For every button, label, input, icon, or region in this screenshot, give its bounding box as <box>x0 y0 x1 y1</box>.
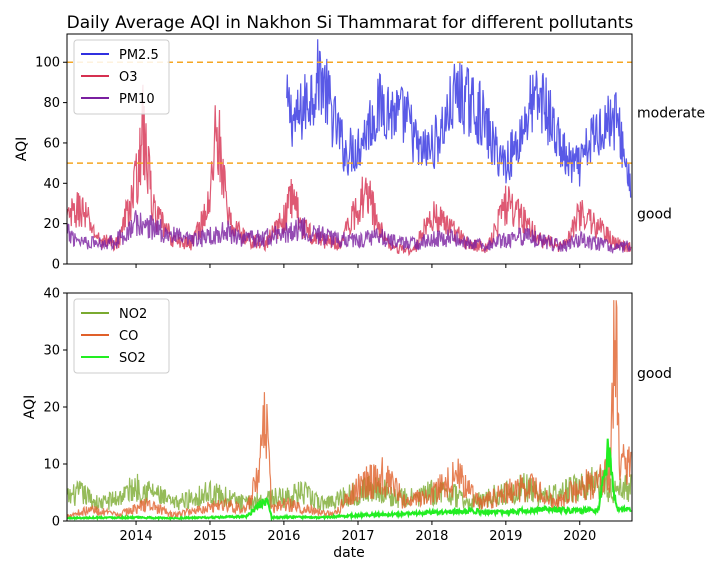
legend-label-so2: SO2 <box>119 351 146 366</box>
series-line-o3 <box>67 84 632 257</box>
right-label-good: good <box>637 207 672 223</box>
top-y-tick-label: 60 <box>43 136 60 151</box>
series-line-so2 <box>67 438 632 521</box>
x-tick-label: 2018 <box>415 529 448 544</box>
bottom-y-tick-label: 30 <box>43 344 60 359</box>
legend-label-pm10: PM10 <box>119 92 155 107</box>
bottom-y-axis-label: AQI <box>22 395 38 419</box>
legend-label-pm2-5: PM2.5 <box>119 48 159 63</box>
bottom-y-tick-label: 40 <box>43 287 60 302</box>
top-y-tick-label: 20 <box>43 217 60 232</box>
x-tick-label: 2020 <box>563 529 596 544</box>
right-label-moderate: moderate <box>637 106 705 122</box>
bottom-legend-box <box>73 298 170 374</box>
top-y-tick-label: 80 <box>43 96 60 111</box>
bottom-y-tick-label: 0 <box>52 515 60 530</box>
top-legend: PM2.5 O3 PM10 <box>73 39 170 115</box>
x-axis-label: date <box>333 545 365 561</box>
top-y-tick-label: 0 <box>52 258 60 273</box>
legend-label-co: CO <box>119 329 138 344</box>
series-line-pm2-5 <box>286 39 632 198</box>
bottom-legend: NO2 CO SO2 <box>73 298 170 374</box>
legend-label-no2: NO2 <box>119 307 147 322</box>
x-tick-label: 2016 <box>267 529 300 544</box>
top-y-tick-label: 100 <box>35 56 60 71</box>
top-legend-box <box>73 39 170 115</box>
x-tick-label: 2015 <box>193 529 226 544</box>
series-line-pm10 <box>67 210 631 255</box>
x-tick-label: 2017 <box>341 529 374 544</box>
bottom-panel: 0 10 20 30 40 2014 2015 2016 2017 2018 2019 2020 A… <box>22 287 672 562</box>
legend-label-o3: O3 <box>119 70 138 85</box>
x-tick-label: 2019 <box>489 529 522 544</box>
right-label-good: good <box>637 366 672 382</box>
bottom-y-tick-label: 20 <box>43 401 60 416</box>
top-y-tick-label: 40 <box>43 177 60 192</box>
top-plot-frame <box>66 33 633 265</box>
top-y-axis-label: AQI <box>14 137 30 161</box>
x-tick-label: 2014 <box>120 529 153 544</box>
series-line-co <box>67 300 632 520</box>
top-panel: 0 20 40 60 80 100 AQI moderate good PM2.5 O3 PM1… <box>14 33 705 273</box>
chart-title: Daily Average AQI in Nakhon Si Thammarat… <box>67 13 634 33</box>
bottom-y-tick-label: 10 <box>43 458 60 473</box>
